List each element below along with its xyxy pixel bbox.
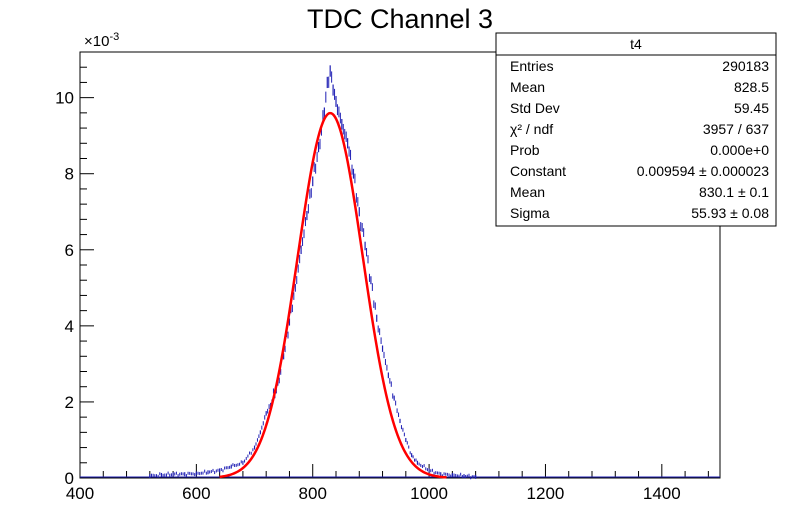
x-tick-label: 800	[299, 484, 327, 503]
stats-row-value: 828.5	[734, 79, 769, 95]
x-tick-label: 1000	[410, 484, 448, 503]
stats-box: t4 Entries 290183 Mean 828.5 Std Dev 59.45 χ² …	[495, 32, 777, 227]
stats-row-label: Mean	[510, 184, 545, 200]
x-tick-label: 600	[182, 484, 210, 503]
y-tick-label: 8	[65, 165, 74, 184]
stats-row-label: Std Dev	[510, 100, 560, 116]
stats-row-label: Constant	[510, 163, 566, 179]
stats-row-value: 59.45	[734, 100, 769, 116]
chart-title: TDC Channel 3	[307, 4, 493, 34]
stats-box-rows: Entries 290183 Mean 828.5 Std Dev 59.45 χ² / n…	[510, 58, 769, 221]
stats-row-value: 290183	[722, 58, 769, 74]
y-tick-label: 2	[65, 393, 74, 412]
stats-box-frame	[495, 32, 777, 227]
y-axis: 0 2 4 6 8 10	[55, 66, 94, 488]
stats-row-label: Entries	[510, 58, 554, 74]
y-tick-label: 10	[55, 89, 74, 108]
stats-row-label: Sigma	[510, 205, 550, 221]
y-tick-label: 6	[65, 241, 74, 260]
x-tick-label: 1400	[643, 484, 681, 503]
x-tick-label: 400	[66, 484, 94, 503]
stats-row-value: 830.1 ± 0.1	[699, 184, 769, 200]
histogram-layer	[80, 65, 720, 480]
x-axis: 400 600 800 1000 1200 1400	[66, 464, 709, 503]
stats-row-label: Prob	[510, 142, 540, 158]
y-multiplier-label: ×10-3	[84, 31, 119, 50]
stats-row-value: 0.000e+0	[710, 142, 769, 158]
y-multiplier-exponent: -3	[109, 31, 119, 43]
y-multiplier-base: ×10	[84, 33, 109, 50]
stats-row-value: 55.93 ± 0.08	[691, 205, 769, 221]
x-tick-label: 1200	[527, 484, 565, 503]
stats-box-title: t4	[630, 36, 642, 52]
stats-row-label: χ² / ndf	[510, 121, 553, 137]
stats-row-value: 3957 / 637	[703, 121, 769, 137]
stats-row-label: Mean	[510, 79, 545, 95]
y-tick-label: 4	[65, 317, 74, 336]
y-tick-label: 0	[65, 469, 74, 488]
stats-row-value: 0.009594 ± 0.000023	[637, 163, 769, 179]
gaussian-fit-curve	[219, 111, 447, 479]
